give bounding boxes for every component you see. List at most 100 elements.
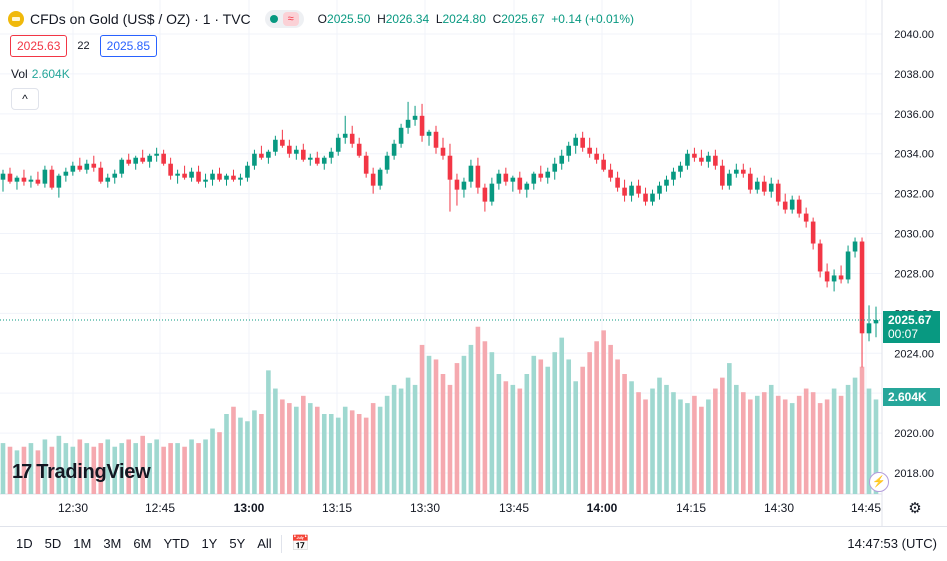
y-tick-label: 2034.00	[894, 149, 934, 161]
volume-bar	[349, 410, 355, 494]
volume-bar	[859, 366, 865, 494]
volume-bar	[314, 406, 320, 494]
candle-body	[440, 147, 446, 156]
candle-body	[734, 169, 739, 174]
volume-bar	[706, 399, 711, 494]
candle-body	[454, 179, 460, 190]
range-button-3m[interactable]: 3M	[103, 536, 122, 551]
range-button-ytd[interactable]: YTD	[163, 536, 190, 551]
volume-bar	[280, 399, 285, 494]
candle-body	[314, 157, 320, 164]
range-button-1d[interactable]: 1D	[16, 536, 33, 551]
candle-body	[14, 177, 20, 182]
candle-body	[552, 163, 558, 172]
volume-bar	[524, 374, 530, 494]
settings-gear-icon[interactable]: ⚙	[908, 500, 922, 517]
bid-price[interactable]: 2025.63	[10, 35, 68, 57]
chart-background	[0, 0, 947, 526]
candle-body	[859, 241, 865, 334]
candle-body	[49, 169, 55, 188]
calendar-icon[interactable]: 📅	[291, 535, 310, 552]
y-tick-label: 2030.00	[894, 229, 934, 241]
volume-bar	[342, 406, 348, 494]
volume-bar	[601, 330, 606, 494]
volume-bar	[70, 446, 76, 494]
volume-bar	[817, 403, 823, 494]
candle-body	[636, 185, 641, 194]
candle-body	[629, 185, 634, 196]
volume-legend: Vol 2.604K	[11, 67, 70, 81]
symbol-title[interactable]: CFDs on Gold (US$ / OZ) · 1 · TVC	[30, 11, 251, 27]
volume-bar	[49, 446, 55, 494]
y-tick-label: 2028.00	[894, 268, 934, 280]
candle-body	[817, 243, 823, 272]
volume-bar	[775, 395, 781, 494]
volume-bar	[0, 443, 6, 494]
volume-bar	[363, 417, 369, 494]
volume-bar	[182, 446, 187, 494]
y-tick-label: 2018.00	[894, 468, 934, 480]
volume-bar	[810, 392, 816, 494]
volume-bar	[741, 392, 746, 494]
volume-bar	[852, 377, 858, 494]
candle-body	[224, 175, 229, 180]
candle-body	[21, 177, 27, 182]
collapse-legend-button[interactable]: ^	[11, 88, 39, 110]
candle-body	[342, 133, 348, 138]
range-button-6m[interactable]: 6M	[133, 536, 152, 551]
candle-body	[796, 199, 802, 214]
volume-bar	[189, 439, 194, 494]
candle-body	[768, 183, 774, 192]
ohlc-values: O2025.50 H2026.34 L2024.80 C2025.67 +0.1…	[317, 12, 635, 26]
candle-body	[370, 173, 376, 186]
volume-bar	[231, 406, 236, 494]
candle-body	[70, 165, 76, 172]
candle-body	[154, 153, 159, 156]
volume-bar	[538, 359, 544, 494]
range-button-5d[interactable]: 5D	[44, 536, 62, 551]
candle-body	[363, 155, 369, 174]
volume-bar	[210, 428, 215, 494]
candle-body	[461, 181, 467, 190]
range-button-1m[interactable]: 1M	[73, 536, 92, 551]
volume-bar	[503, 381, 509, 494]
volume-bar	[35, 450, 41, 494]
volume-bar	[838, 395, 844, 494]
flash-icon[interactable]: ⚡	[869, 472, 889, 492]
range-button-1y[interactable]: 1Y	[201, 536, 218, 551]
candle-body	[447, 155, 453, 180]
volume-bar	[321, 414, 327, 494]
volume-price-tag: 2.604K	[883, 388, 940, 406]
range-button-all[interactable]: All	[257, 536, 272, 551]
ask-price[interactable]: 2025.85	[99, 35, 158, 57]
last-price-tag: 2025.67 00:07	[883, 311, 940, 343]
volume-bar	[873, 399, 879, 494]
tradingview-logo[interactable]: 17 TradingView	[12, 461, 151, 484]
candle-body	[0, 173, 6, 180]
candle-body	[273, 139, 278, 152]
price-chart[interactable]: 2040.00 2038.00 2036.00 2034.00 2032.00 2030.…	[0, 0, 947, 526]
symbol-header[interactable]: CFDs on Gold (US$ / OZ) · 1 · TVC ≈ O202…	[8, 9, 634, 29]
candle-body	[147, 155, 152, 162]
candle-body	[426, 131, 432, 136]
volume-bar	[140, 435, 145, 494]
bottom-toolbar: 1D 5D 1M 3M 6M YTD 1Y 5Y All 📅 14:47:53 (UTC)	[0, 526, 947, 561]
volume-bar	[301, 395, 306, 494]
volume-value: 2.604K	[31, 67, 70, 81]
x-tick-label: 13:00	[234, 501, 265, 515]
candle-body	[692, 153, 697, 158]
candle-body	[189, 171, 194, 178]
y-tick-label: 2036.00	[894, 109, 934, 121]
candle-body	[747, 173, 753, 190]
candle-body	[482, 187, 488, 202]
utc-clock[interactable]: 14:47:53 (UTC)	[847, 536, 937, 551]
volume-bar	[510, 384, 516, 494]
x-tick-label: 14:00	[587, 501, 618, 515]
candle-body	[335, 137, 341, 152]
candle-body	[831, 275, 837, 282]
market-status-pill[interactable]: ≈	[264, 10, 304, 28]
close-value: 2025.67	[501, 12, 545, 26]
range-button-5y[interactable]: 5Y	[229, 536, 246, 551]
candle-body	[140, 157, 145, 162]
candle-body	[112, 173, 118, 178]
